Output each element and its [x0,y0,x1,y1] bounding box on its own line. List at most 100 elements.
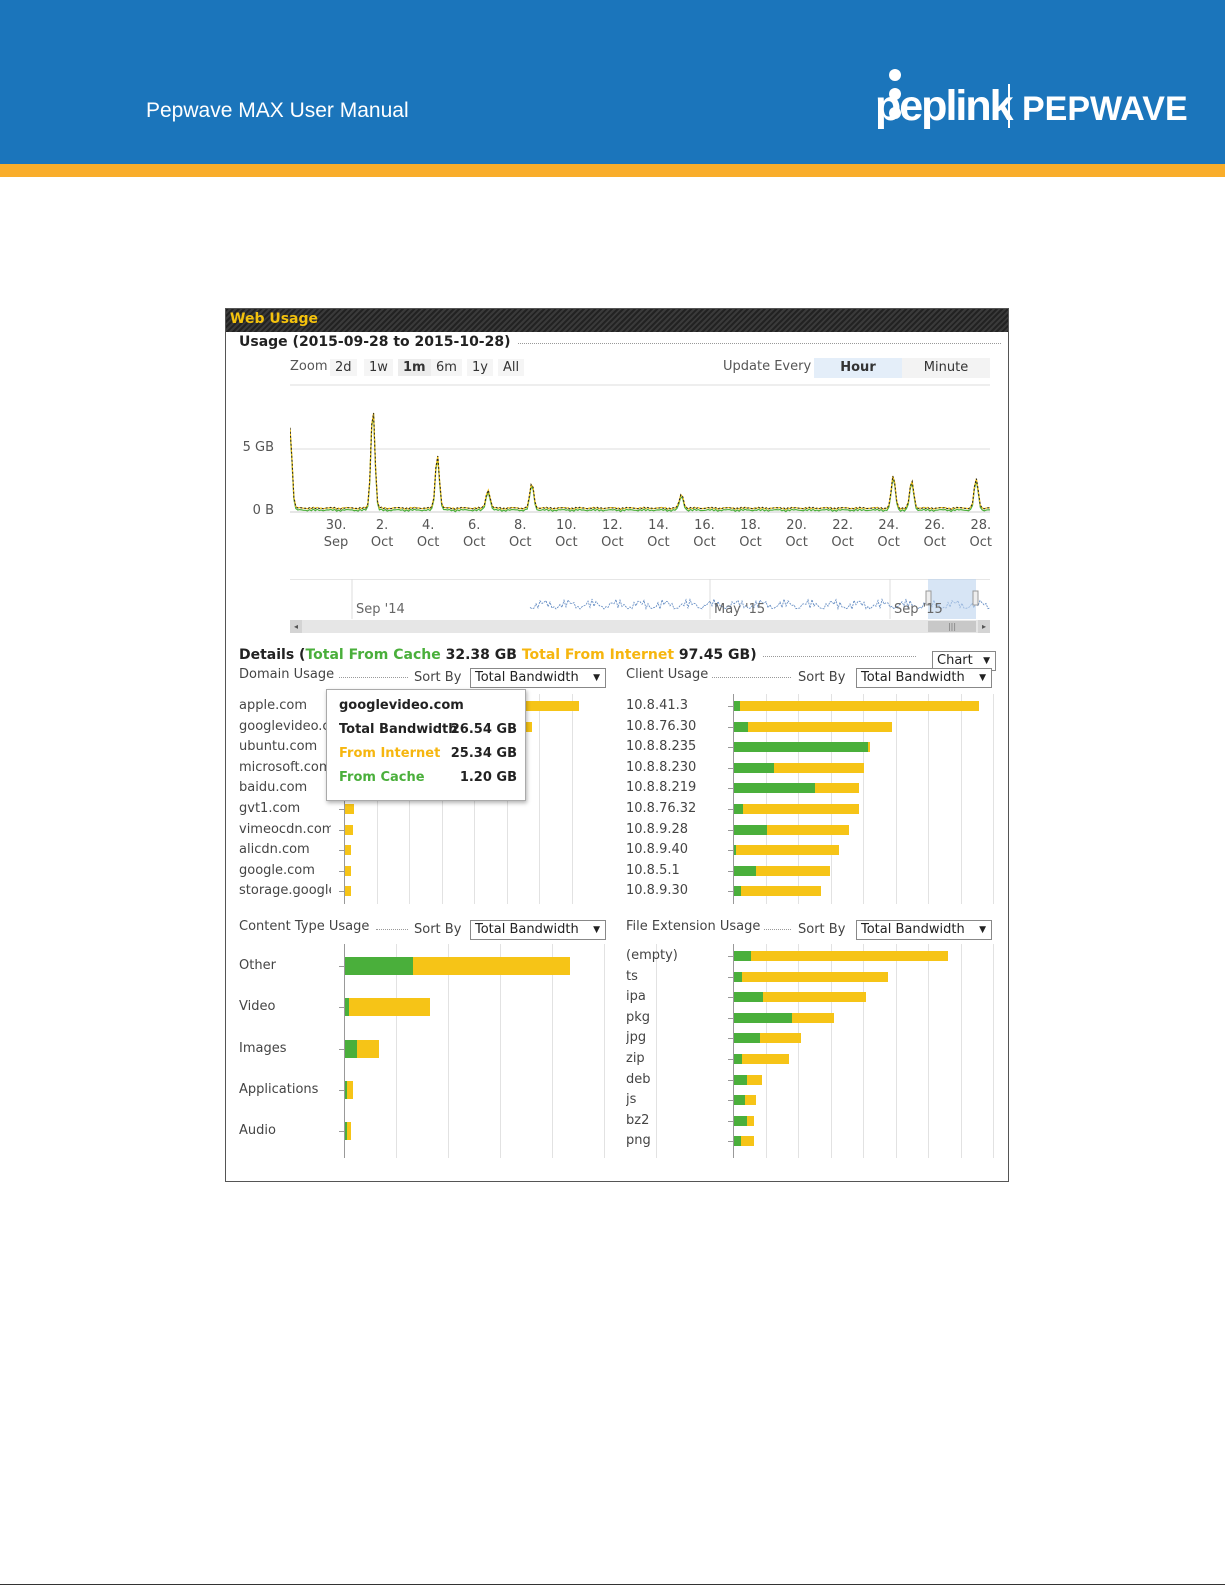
bar-cache[interactable] [734,742,868,753]
bar-cache[interactable] [734,951,751,961]
bar-internet[interactable] [345,804,355,814]
scroll-right-icon[interactable]: ▸ [978,620,990,633]
zoom-1w-button[interactable]: 1w [364,359,393,376]
bar-internet[interactable] [762,992,866,1003]
bar-cache[interactable] [345,1122,347,1141]
zoom-all-button[interactable]: All [498,359,525,376]
bar-cache[interactable] [734,824,768,835]
bar-internet[interactable] [814,783,859,794]
bar-internet[interactable] [345,824,354,835]
axis-tick [728,726,733,728]
x-tick-label: 12. Oct [601,518,624,550]
axis-tick [339,891,344,893]
client-sort-select[interactable]: Total Bandwidth ▼ [856,668,992,688]
scroll-left-icon[interactable]: ◂ [290,620,302,633]
bar-cache[interactable] [734,1054,743,1064]
bar-cache[interactable] [734,762,775,773]
bar-cache[interactable] [734,1136,742,1147]
bar-cache[interactable] [734,1033,761,1044]
bar-internet[interactable] [346,1122,351,1141]
navigator-scrollbar[interactable]: ◂ ||| ▸ [290,620,990,633]
bar-cache[interactable] [345,957,413,975]
ext-sort-select[interactable]: Total Bandwidth ▼ [856,920,992,940]
bar-internet[interactable] [740,701,979,711]
axis-tick [728,1141,733,1143]
bar-category-label: Images [239,1040,287,1056]
bar-internet[interactable] [767,824,850,835]
zoom-1y-button[interactable]: 1y [467,359,493,376]
page-header: Pepwave MAX User Manual peplink PEPWAVE [0,0,1225,177]
bar-internet[interactable] [412,957,570,975]
bar-internet[interactable] [357,1039,379,1058]
axis-tick [339,966,344,967]
bar-internet[interactable] [791,1012,834,1023]
bar-cache[interactable] [734,1115,748,1126]
bar-cache[interactable] [734,992,763,1003]
bar-cache[interactable] [345,1080,347,1099]
zoom-2d-button[interactable]: 2d [330,359,357,376]
bar-cache[interactable] [734,845,736,856]
usage-line-chart[interactable] [290,384,990,519]
navigator-label: Sep '14 [356,602,405,617]
bar-category-label: 10.8.41.3 [626,698,689,713]
bar-cache[interactable] [345,1039,358,1058]
scroll-thumb[interactable]: ||| [928,621,976,632]
bar-category-label: 10.8.8.230 [626,759,697,775]
bar-cache[interactable] [734,1012,792,1023]
tooltip-total-label: Total Bandwidth [339,722,458,737]
view-mode-select[interactable]: Chart ▼ [932,651,996,671]
bar-internet[interactable] [744,1095,756,1106]
bar-internet[interactable] [747,1074,762,1085]
bar-cache[interactable] [734,804,743,814]
bar-internet[interactable] [345,845,351,856]
bar-internet[interactable] [867,742,870,753]
tooltip-cache-value: 1.20 GB [459,770,517,785]
bar-internet[interactable] [742,1054,790,1064]
bar-internet[interactable] [774,762,864,773]
bar-internet[interactable] [349,998,431,1017]
pepwave-logo-text: PEPWAVE [1022,90,1188,128]
series-line-internet [290,412,990,511]
bar-internet[interactable] [741,1136,755,1147]
series-line-cache [290,414,990,513]
bar-internet[interactable] [760,1033,802,1044]
tooltip-cache-row: From Cache 1.20 GB [339,770,517,785]
bar-internet[interactable] [741,886,821,897]
grid-line [830,694,832,904]
grid-line [928,944,929,1158]
navigator-label: May '15 [714,602,765,617]
grid-line [539,694,540,904]
bar-cache[interactable] [734,1074,748,1085]
dropdown-arrow-icon: ▼ [979,673,986,683]
bar-cache[interactable] [734,865,757,876]
bar-cache[interactable] [345,998,350,1017]
bar-internet[interactable] [747,1115,754,1126]
bar-cache[interactable] [734,783,815,794]
grid-line [344,944,345,1158]
bar-cache[interactable] [734,721,749,732]
content-sort-select[interactable]: Total Bandwidth ▼ [470,920,606,940]
domain-sort-select[interactable]: Total Bandwidth ▼ [470,668,606,688]
bar-cache[interactable] [734,886,742,897]
bar-cache[interactable] [734,971,743,982]
bar-cache[interactable] [734,701,741,711]
tooltip-internet-value: 25.34 GB [450,746,517,761]
bar-internet[interactable] [742,804,859,814]
bar-internet[interactable] [750,951,948,961]
bar-internet[interactable] [748,721,892,732]
bar-internet[interactable] [735,845,839,856]
bar-internet[interactable] [346,1080,354,1099]
bar-internet[interactable] [345,865,351,876]
update-minute-button[interactable]: Minute [902,358,990,378]
bar-internet[interactable] [742,971,888,982]
bar-cache[interactable] [734,1095,745,1106]
web-usage-panel: Web Usage Usage (2015-09-28 to 2015-10-2… [225,308,1009,1182]
x-tick-label: 14. Oct [647,518,670,550]
bar-category-label: deb [626,1071,651,1087]
bar-internet[interactable] [345,886,351,897]
range-navigator[interactable]: Sep '14 May '15 Sep '15 [290,579,990,629]
bar-internet[interactable] [756,865,830,876]
zoom-6m-button[interactable]: 6m [431,359,462,376]
update-hour-button[interactable]: Hour [814,358,902,378]
zoom-1m-button[interactable]: 1m [398,359,431,376]
